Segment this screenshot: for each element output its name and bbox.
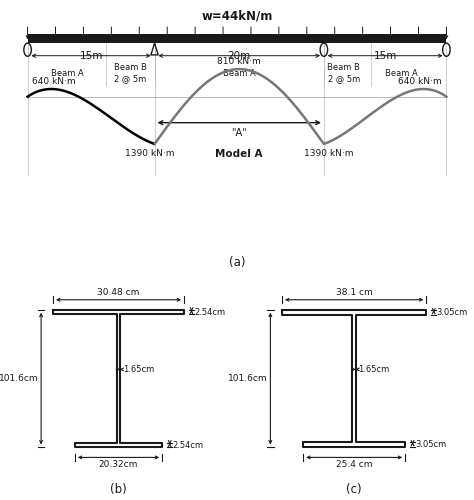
Text: (a): (a): [229, 256, 245, 268]
Text: 20m: 20m: [228, 50, 251, 60]
Text: 101.6cm: 101.6cm: [228, 374, 268, 383]
Text: 15m: 15m: [79, 50, 103, 60]
Text: 1.65cm: 1.65cm: [123, 365, 154, 374]
Text: 25.4 cm: 25.4 cm: [336, 460, 373, 469]
Text: Model A: Model A: [216, 148, 263, 158]
Text: 2.54cm: 2.54cm: [173, 440, 203, 450]
Text: 1.65cm: 1.65cm: [358, 365, 390, 374]
Text: 810 kN·m: 810 kN·m: [218, 57, 261, 66]
Text: 20.32cm: 20.32cm: [99, 460, 138, 469]
Text: Beam A: Beam A: [51, 68, 84, 78]
Text: 15m: 15m: [374, 50, 397, 60]
Text: 3.05cm: 3.05cm: [436, 308, 467, 317]
Text: 101.6cm: 101.6cm: [0, 374, 38, 383]
Text: Beam A: Beam A: [223, 68, 255, 78]
Text: w=44kN/m: w=44kN/m: [201, 10, 273, 23]
Text: 3.05cm: 3.05cm: [415, 440, 447, 449]
Text: 1390 kN·m: 1390 kN·m: [125, 148, 175, 158]
Bar: [27, 34, 447, 43]
Text: "A": "A": [231, 128, 247, 138]
Text: 640 kN·m: 640 kN·m: [32, 77, 76, 86]
Text: (c): (c): [346, 483, 362, 496]
Text: Beam A: Beam A: [385, 68, 418, 78]
Text: Beam B
2 @ 5m: Beam B 2 @ 5m: [328, 64, 360, 82]
Text: (b): (b): [110, 483, 127, 496]
Text: 38.1 cm: 38.1 cm: [336, 288, 373, 297]
Text: 1390 kN·m: 1390 kN·m: [303, 148, 353, 158]
Text: 640 kN·m: 640 kN·m: [398, 77, 442, 86]
Text: 30.48 cm: 30.48 cm: [97, 288, 140, 297]
Text: Beam B
2 @ 5m: Beam B 2 @ 5m: [114, 64, 146, 82]
Text: 2.54cm: 2.54cm: [194, 308, 225, 316]
